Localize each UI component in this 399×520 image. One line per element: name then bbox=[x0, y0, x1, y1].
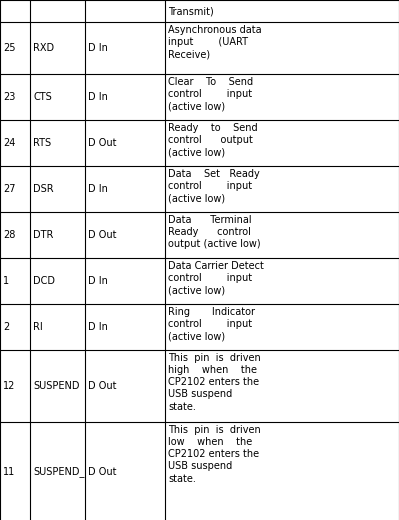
Text: (active low): (active low) bbox=[168, 193, 225, 203]
Text: 1: 1 bbox=[3, 276, 9, 286]
Text: 24: 24 bbox=[3, 138, 16, 148]
Text: 28: 28 bbox=[3, 230, 16, 240]
Text: Data Carrier Detect: Data Carrier Detect bbox=[168, 261, 264, 271]
Text: control      output: control output bbox=[168, 135, 253, 145]
Text: USB suspend: USB suspend bbox=[168, 389, 232, 399]
Text: Ring       Indicator: Ring Indicator bbox=[168, 307, 255, 317]
Text: input        (UART: input (UART bbox=[168, 37, 248, 47]
Text: D In: D In bbox=[88, 92, 108, 102]
Text: low    when    the: low when the bbox=[168, 437, 252, 447]
Text: Ready    to    Send: Ready to Send bbox=[168, 123, 258, 133]
Text: (active low): (active low) bbox=[168, 147, 225, 158]
Text: D Out: D Out bbox=[88, 467, 117, 477]
Text: RTS: RTS bbox=[33, 138, 51, 148]
Text: D Out: D Out bbox=[88, 230, 117, 240]
Text: 23: 23 bbox=[3, 92, 16, 102]
Text: 11: 11 bbox=[3, 467, 15, 477]
Text: Data    Set   Ready: Data Set Ready bbox=[168, 169, 260, 179]
Text: D In: D In bbox=[88, 322, 108, 332]
Text: Receive): Receive) bbox=[168, 49, 210, 59]
Text: Ready      control: Ready control bbox=[168, 227, 251, 237]
Text: Data      Terminal: Data Terminal bbox=[168, 215, 252, 225]
Text: RI: RI bbox=[33, 322, 43, 332]
Text: 2: 2 bbox=[3, 322, 9, 332]
Text: control        input: control input bbox=[168, 273, 252, 283]
Text: This  pin  is  driven: This pin is driven bbox=[168, 425, 261, 435]
Text: SUSPEND_: SUSPEND_ bbox=[33, 466, 84, 477]
Text: (active low): (active low) bbox=[168, 331, 225, 341]
Text: D In: D In bbox=[88, 184, 108, 194]
Text: 25: 25 bbox=[3, 43, 16, 53]
Text: control        input: control input bbox=[168, 181, 252, 191]
Text: USB suspend: USB suspend bbox=[168, 461, 232, 472]
Text: D In: D In bbox=[88, 43, 108, 53]
Text: control        input: control input bbox=[168, 319, 252, 329]
Text: RXD: RXD bbox=[33, 43, 54, 53]
Text: high    when    the: high when the bbox=[168, 365, 257, 375]
Text: state.: state. bbox=[168, 401, 196, 412]
Text: DTR: DTR bbox=[33, 230, 53, 240]
Text: 27: 27 bbox=[3, 184, 16, 194]
Text: D Out: D Out bbox=[88, 138, 117, 148]
Text: DSR: DSR bbox=[33, 184, 53, 194]
Text: This  pin  is  driven: This pin is driven bbox=[168, 353, 261, 363]
Text: output (active low): output (active low) bbox=[168, 239, 261, 249]
Text: Asynchronous data: Asynchronous data bbox=[168, 25, 262, 35]
Text: D Out: D Out bbox=[88, 381, 117, 391]
Text: D In: D In bbox=[88, 276, 108, 286]
Text: CTS: CTS bbox=[33, 92, 52, 102]
Text: CP2102 enters the: CP2102 enters the bbox=[168, 378, 259, 387]
Text: (active low): (active low) bbox=[168, 285, 225, 295]
Text: (active low): (active low) bbox=[168, 101, 225, 111]
Text: DCD: DCD bbox=[33, 276, 55, 286]
Text: Clear    To    Send: Clear To Send bbox=[168, 77, 253, 87]
Text: Transmit): Transmit) bbox=[168, 6, 214, 16]
Text: state.: state. bbox=[168, 474, 196, 484]
Text: control        input: control input bbox=[168, 89, 252, 99]
Text: 12: 12 bbox=[3, 381, 16, 391]
Text: SUSPEND: SUSPEND bbox=[33, 381, 79, 391]
Text: CP2102 enters the: CP2102 enters the bbox=[168, 449, 259, 459]
